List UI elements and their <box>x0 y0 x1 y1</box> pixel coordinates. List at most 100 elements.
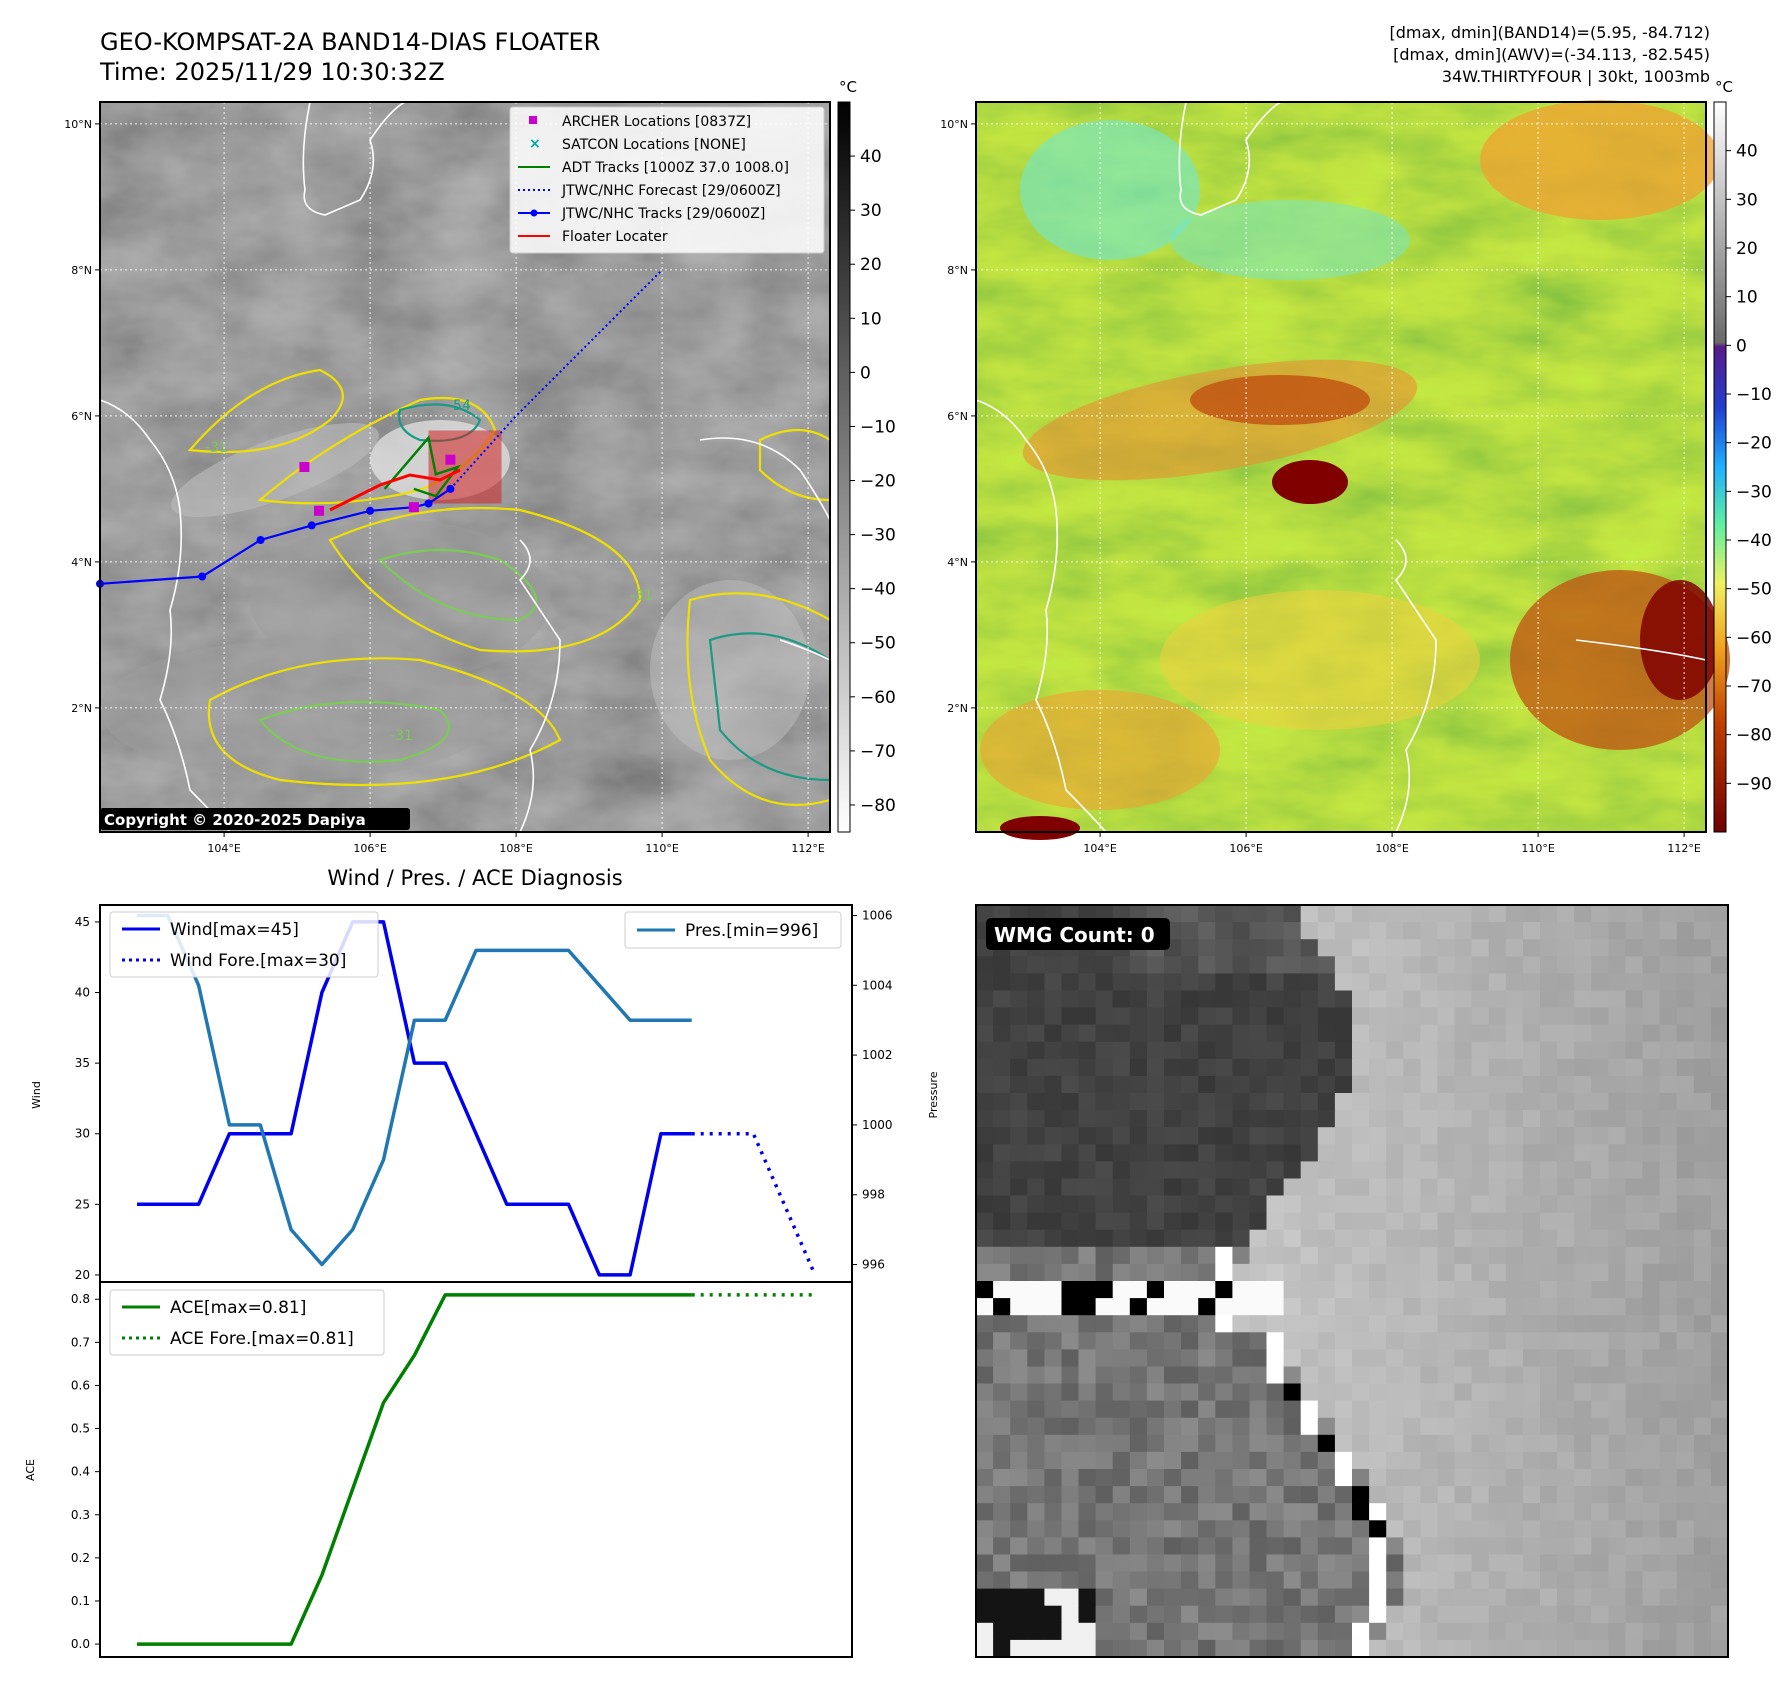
y-tick-label: 20 <box>75 1268 90 1282</box>
track-point <box>256 536 265 544</box>
series-line <box>137 1293 692 1646</box>
archer-point <box>408 502 419 513</box>
y2-tick-label: 1006 <box>862 908 893 922</box>
y-tick-label: 0.3 <box>71 1508 90 1522</box>
colorbar-tick-label: 0 <box>1736 336 1747 356</box>
lon-tick-label: 106°E <box>1229 842 1262 855</box>
lat-tick-label: 2°N <box>947 702 968 715</box>
y2-tick-label: 998 <box>862 1188 885 1202</box>
figure-title-line1: GEO-KOMPSAT-2A BAND14-DIAS FLOATER <box>100 28 600 56</box>
legend-ace: ACE[max=0.81] <box>170 1298 306 1318</box>
colorbar-tick-label: −10 <box>1736 385 1772 405</box>
colorbar-tick-label: 20 <box>1736 239 1758 259</box>
track-point <box>307 521 316 530</box>
floater-locater-line <box>329 468 461 512</box>
info-line3: 34W.THIRTYFOUR | 30kt, 1003mb <box>1442 67 1710 86</box>
wmg-panel: WMG Count: 0 <box>975 904 1729 1658</box>
pressure-legend: Pres.[min=996] <box>624 911 842 949</box>
ace-chart: 0.0 0.1 0.2 0.3 0.4 0.5 0.6 0.7 0.8 ACE ACE[max=… <box>24 1281 853 1658</box>
band14-map-panel: -54 -31 -31 -31 ARCHER Locations [0837Z]… <box>64 78 896 855</box>
wind-axis-label: Wind <box>30 1081 43 1109</box>
map-legend: ARCHER Locations [0837Z] × SATCON Locati… <box>509 106 825 254</box>
series-line <box>137 913 692 1267</box>
pressure-axis-label: Pressure <box>927 1071 940 1118</box>
colorbar-tick-label: −20 <box>860 472 896 492</box>
temperature-contours <box>187 368 832 807</box>
legend-forecast: JTWC/NHC Forecast [29/0600Z] <box>561 183 781 199</box>
y-tick-label: 0.5 <box>71 1422 90 1436</box>
colorbar-band14 <box>837 101 851 833</box>
satcon-marker: × <box>529 136 541 152</box>
colorbar-tick-label: −10 <box>860 417 896 437</box>
track-point <box>424 499 433 508</box>
colorbar-tick-label: −90 <box>1736 774 1772 794</box>
lat-tick-label: 10°N <box>940 118 968 131</box>
lon-tick-label: 112°E <box>1667 842 1700 855</box>
colorbar-tick-label: 20 <box>860 255 882 275</box>
y-tick-label: 0.6 <box>71 1378 90 1392</box>
y-tick-label: 25 <box>75 1197 90 1211</box>
y2-tick-label: 1002 <box>862 1048 893 1062</box>
coastlines <box>99 101 831 833</box>
y-tick-label: 0.4 <box>71 1465 90 1479</box>
lat-tick-label: 10°N <box>64 118 92 131</box>
ace-legend: ACE[max=0.81] ACE Fore.[max=0.81] <box>109 1289 385 1356</box>
lon-tick-label: 110°E <box>645 842 678 855</box>
lat-tick-label: 4°N <box>947 556 968 569</box>
lat-tick-label: 4°N <box>71 556 92 569</box>
legend-track: JTWC/NHC Tracks [29/0600Z] <box>561 206 765 222</box>
info-line2: [dmax, dmin](AWV)=(-34.113, -82.545) <box>1393 45 1710 64</box>
coastlines-awv <box>975 101 1707 833</box>
colorbar-unit-awv: °C <box>1715 78 1733 96</box>
colorbar-tick-label: −80 <box>1736 726 1772 746</box>
lat-tick-label: 2°N <box>71 702 92 715</box>
map-grid-awv <box>976 102 1706 832</box>
diagnosis-title: Wind / Pres. / ACE Diagnosis <box>327 866 622 890</box>
colorbar-tick-label: −60 <box>1736 628 1772 648</box>
legend-wind-forecast: Wind Fore.[max=30] <box>170 951 346 971</box>
map-frame-awv <box>975 101 1707 833</box>
colorbar-tick-label: −20 <box>1736 434 1772 454</box>
archer-point <box>299 462 310 472</box>
series-line <box>691 1131 817 1276</box>
archer-point <box>314 505 324 516</box>
y-tick-label: 0.7 <box>71 1335 90 1349</box>
legend-satcon: SATCON Locations [NONE] <box>562 137 746 153</box>
y-tick-label: 0.0 <box>71 1637 90 1651</box>
y-tick-label: 40 <box>75 986 90 1000</box>
y-tick-label: 35 <box>75 1056 90 1070</box>
colorbar-awv <box>1713 101 1727 833</box>
adt-track-line <box>383 435 461 498</box>
wind-pressure-chart: 20 25 30 35 40 45 996 998 1000 1002 1004 1006 Wind … <box>30 904 940 1283</box>
contour-label: -54 <box>448 398 471 414</box>
legend-floater: Floater Locater <box>562 229 668 245</box>
colorbar-tick-label: −60 <box>860 688 896 708</box>
lon-tick-label: 104°E <box>207 842 240 855</box>
y2-tick-label: 1000 <box>862 1118 893 1132</box>
lon-tick-label: 108°E <box>499 842 532 855</box>
y-tick-label: 30 <box>75 1127 90 1141</box>
track-point <box>446 484 455 493</box>
colorbar-tick-label: 40 <box>860 147 882 167</box>
contour-label: -31 <box>205 440 228 456</box>
colorbar-tick-label: 30 <box>1736 190 1758 210</box>
lat-tick-label: 6°N <box>947 410 968 423</box>
y-tick-label: 45 <box>75 915 90 929</box>
colorbar-tick-label: −50 <box>1736 580 1772 600</box>
lat-tick-label: 6°N <box>71 410 92 423</box>
colorbar-tick-label: 40 <box>1736 142 1758 162</box>
colorbar-tick-label: 10 <box>860 309 882 329</box>
lon-tick-label: 112°E <box>791 842 824 855</box>
lon-tick-label: 104°E <box>1083 842 1116 855</box>
lon-tick-label: 110°E <box>1521 842 1554 855</box>
colorbar-tick-label: 10 <box>1736 288 1758 308</box>
info-line1: [dmax, dmin](BAND14)=(5.95, -84.712) <box>1390 23 1711 42</box>
wmg-count-label: WMG Count: 0 <box>994 923 1155 947</box>
colorbar-tick-label: −70 <box>1736 677 1772 697</box>
legend-adt: ADT Tracks [1000Z 37.0 1008.0] <box>562 160 789 176</box>
y-tick-label: 0.2 <box>71 1551 90 1565</box>
colorbar-tick-label: −50 <box>860 634 896 654</box>
legend-wind: Wind[max=45] <box>170 920 299 940</box>
lon-tick-label: 108°E <box>1375 842 1408 855</box>
